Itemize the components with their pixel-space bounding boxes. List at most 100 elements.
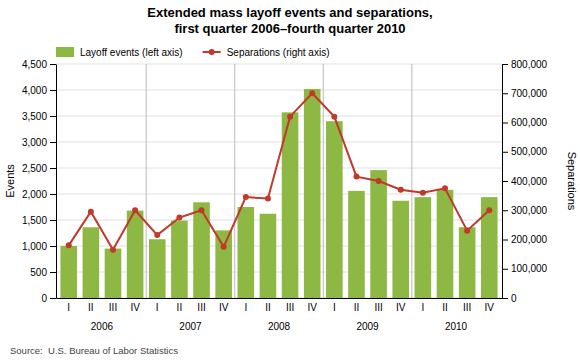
group-separator: [323, 64, 324, 298]
marker: [221, 244, 227, 250]
bar: [83, 227, 100, 298]
bar: [459, 227, 476, 298]
legend-label: Layoff events (left axis): [80, 47, 183, 58]
group-separators: [146, 64, 412, 298]
tick-mark: [502, 298, 508, 299]
marker: [287, 114, 293, 120]
tick-label: 700,000: [511, 88, 548, 99]
tick: IV: [485, 302, 495, 313]
bar: [105, 249, 122, 298]
tick: 3,500: [22, 111, 56, 122]
tick-mark: [50, 90, 56, 91]
legend-swatch: [56, 47, 74, 57]
tick: 700,000: [502, 88, 548, 99]
grid-line: [56, 116, 502, 117]
group-separator: [234, 64, 235, 298]
marker: [486, 207, 492, 213]
group-label: 2009: [356, 321, 379, 332]
marker: [199, 207, 205, 213]
grid-line: [56, 168, 502, 169]
tick: I: [244, 302, 247, 313]
tick-label: 600,000: [511, 117, 548, 128]
marker: [464, 228, 470, 234]
legend: Layoff events (left axis) Separations (ri…: [56, 47, 329, 58]
tick-label: III: [109, 302, 117, 313]
bar: [127, 211, 144, 298]
bar: [326, 121, 343, 298]
tick: III: [286, 302, 294, 313]
tick: I: [67, 302, 70, 313]
marker: [331, 114, 337, 120]
tick-mark: [502, 64, 508, 65]
tick: II: [265, 302, 271, 313]
tick-label: 4,500: [22, 59, 47, 70]
tick-label: IV: [485, 302, 495, 313]
tick: IV: [219, 302, 229, 313]
bar: [481, 197, 498, 298]
tick-mark: [502, 93, 508, 94]
group-label: 2010: [445, 321, 468, 332]
tick-mark: [50, 64, 56, 65]
marker: [66, 242, 72, 248]
y2-axis-title: Separations: [566, 152, 578, 211]
tick: 200,000: [502, 234, 548, 245]
tick-mark: [50, 168, 56, 169]
grid-line: [56, 246, 502, 247]
x-axis: IIIIIIIVIIIIIIIVIIIIIIIVIIIIIIIVIIIIIIIV: [57, 299, 503, 314]
tick-label: II: [354, 302, 360, 313]
tick-label: IV: [396, 302, 406, 313]
tick-label: 100,000: [511, 263, 548, 274]
tick: 100,000: [502, 263, 548, 274]
tick-label: 1,000: [22, 241, 47, 252]
tick-mark: [502, 123, 508, 124]
tick: II: [177, 302, 183, 313]
tick: 2,000: [22, 189, 56, 200]
tick: IV: [307, 302, 317, 313]
marker: [243, 194, 249, 200]
tick: I: [421, 302, 424, 313]
tick: 1,500: [22, 215, 56, 226]
grid: [56, 64, 502, 298]
grid-line: [56, 272, 502, 273]
legend-label: Separations (right axis): [227, 47, 330, 58]
tick-mark: [50, 298, 56, 299]
bar: [392, 201, 409, 298]
tick-label: I: [156, 302, 159, 313]
tick: III: [463, 302, 471, 313]
marker: [110, 247, 116, 253]
y2-axis: 0100,000200,000300,000400,000500,000600,…: [502, 59, 548, 304]
tick-label: II: [177, 302, 183, 313]
tick-mark: [50, 220, 56, 221]
tick: II: [442, 302, 448, 313]
tick-mark: [50, 272, 56, 273]
tick: 4,000: [22, 85, 56, 96]
tick-label: IV: [307, 302, 317, 313]
tick-mark: [50, 194, 56, 195]
bar: [171, 221, 188, 298]
group-label: 2008: [268, 321, 291, 332]
bar: [260, 214, 277, 298]
group-label: 2006: [91, 321, 114, 332]
tick-label: 200,000: [511, 234, 548, 245]
tick: 500,000: [502, 146, 548, 157]
bar: [237, 207, 254, 298]
tick: 800,000: [502, 59, 548, 70]
tick-label: 500: [30, 267, 47, 278]
tick-label: 1,500: [22, 215, 47, 226]
tick-mark: [502, 240, 508, 241]
grid-line: [56, 64, 502, 65]
bar: [149, 239, 166, 298]
grid-line: [56, 194, 502, 195]
marker: [265, 196, 271, 202]
grid-line: [56, 90, 502, 91]
tick-label: 400,000: [511, 176, 548, 187]
chart: IIIIIIIVIIIIIIIVIIIIIIIVIIIIIIIVIIIIIIIV…: [0, 0, 580, 360]
marker: [420, 190, 426, 196]
tick-label: 2,000: [22, 189, 47, 200]
tick: IV: [396, 302, 406, 313]
tick-mark: [50, 246, 56, 247]
axis-line: [57, 298, 503, 299]
marker: [376, 178, 382, 184]
tick: I: [156, 302, 159, 313]
line-series: [66, 90, 493, 252]
